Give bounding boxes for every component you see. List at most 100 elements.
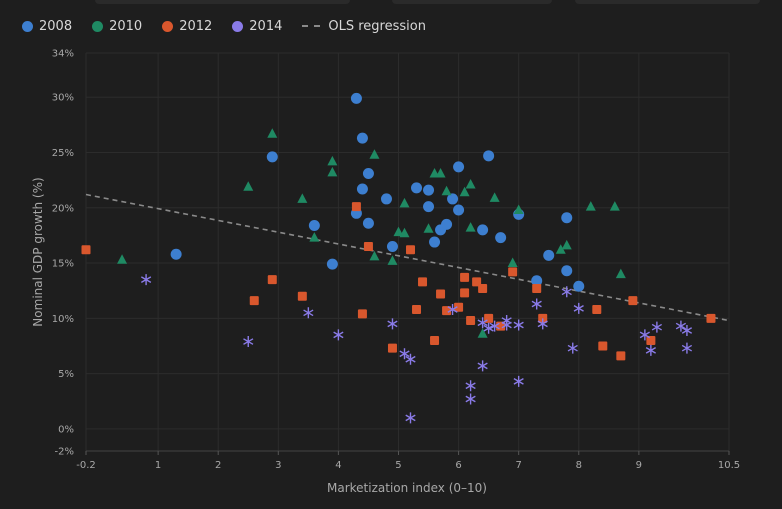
grid-lines bbox=[85, 52, 730, 452]
x-tick-label: 9 bbox=[636, 460, 642, 471]
point-2012 bbox=[406, 245, 416, 255]
point-2014 bbox=[447, 303, 458, 315]
regression-line bbox=[85, 193, 730, 322]
point-2010 bbox=[393, 226, 404, 237]
point-2012 bbox=[466, 316, 476, 326]
point-2008 bbox=[441, 218, 453, 230]
point-2012 bbox=[351, 202, 361, 212]
point-2008 bbox=[356, 183, 368, 195]
legend-swatch-2008 bbox=[22, 20, 33, 32]
point-2008 bbox=[308, 219, 320, 231]
point-2008 bbox=[453, 161, 465, 173]
series-2014 bbox=[140, 274, 693, 424]
y-tick-label: 30% bbox=[52, 93, 74, 104]
point-2010 bbox=[267, 128, 278, 138]
point-2012 bbox=[363, 241, 373, 251]
point-2010 bbox=[423, 223, 434, 233]
point-2014 bbox=[483, 322, 494, 334]
point-2014 bbox=[405, 412, 416, 424]
point-2014 bbox=[573, 302, 584, 314]
x-tick-label: 3 bbox=[275, 460, 281, 471]
point-2008 bbox=[386, 240, 398, 252]
point-2010 bbox=[243, 181, 254, 191]
point-2014 bbox=[645, 344, 656, 356]
point-2012 bbox=[598, 341, 608, 351]
y-tick-label: 34% bbox=[52, 49, 74, 60]
chart-legend: 2008 2010 2012 2014 OLS regression bbox=[22, 16, 446, 36]
point-2008 bbox=[483, 150, 495, 162]
point-2008 bbox=[543, 249, 555, 261]
point-2012 bbox=[592, 304, 602, 314]
point-2012 bbox=[387, 343, 397, 353]
point-2008 bbox=[561, 265, 573, 277]
x-tick-label: 8 bbox=[576, 460, 582, 471]
y-tick-label: 15% bbox=[52, 259, 74, 270]
point-2010 bbox=[435, 168, 446, 178]
y-tick-label: 10% bbox=[52, 314, 74, 325]
legend-item-2012[interactable]: 2012 bbox=[162, 19, 212, 34]
legend-item-2008[interactable]: 2008 bbox=[22, 19, 72, 34]
legend-swatch-2012 bbox=[162, 20, 174, 32]
point-2012 bbox=[646, 335, 656, 345]
point-2010 bbox=[585, 201, 596, 211]
legend-item-2010[interactable]: 2010 bbox=[92, 19, 142, 34]
point-2014 bbox=[531, 298, 542, 310]
point-2014 bbox=[405, 353, 416, 365]
point-2010 bbox=[399, 227, 410, 238]
point-2012 bbox=[436, 289, 446, 299]
point-2010 bbox=[615, 268, 626, 279]
point-2014 bbox=[513, 375, 524, 387]
point-2014 bbox=[489, 320, 500, 332]
x-tick-label: 2 bbox=[215, 460, 221, 471]
x-axis-ticks: -0.2 1 2 3 4 5 6 7 8 9 10.5 bbox=[76, 451, 740, 471]
point-2012 bbox=[297, 291, 307, 301]
point-2008 bbox=[326, 258, 338, 270]
x-tick-label: 4 bbox=[335, 460, 341, 471]
point-2010 bbox=[489, 192, 500, 202]
point-2014 bbox=[399, 348, 410, 360]
point-2014 bbox=[681, 324, 693, 336]
legend-label-regression: OLS regression bbox=[328, 18, 426, 34]
point-2008 bbox=[573, 280, 585, 292]
y-tick-label: -2% bbox=[55, 447, 74, 458]
point-2012 bbox=[81, 245, 91, 255]
point-2008 bbox=[447, 193, 459, 205]
legend-label-2010: 2010 bbox=[109, 18, 143, 34]
point-2008 bbox=[356, 132, 368, 144]
y-tick-label: 5% bbox=[58, 369, 74, 380]
point-2014 bbox=[333, 329, 344, 341]
point-2008 bbox=[453, 204, 465, 216]
point-2012 bbox=[616, 351, 626, 361]
point-2010 bbox=[309, 232, 320, 242]
point-2012 bbox=[412, 304, 422, 314]
regression-layer bbox=[85, 193, 730, 322]
top-bar bbox=[0, 0, 782, 6]
point-2010 bbox=[513, 204, 524, 214]
x-tick-label: 7 bbox=[515, 460, 521, 471]
y-axis-title: Nominal GDP growth (%) bbox=[31, 177, 45, 326]
point-2014 bbox=[567, 342, 578, 354]
point-2008 bbox=[362, 168, 374, 180]
point-2014 bbox=[465, 380, 476, 392]
legend-swatch-2010 bbox=[92, 20, 104, 32]
point-2014 bbox=[537, 318, 548, 330]
legend-item-2014[interactable]: 2014 bbox=[232, 19, 282, 34]
y-axis-ticks: -2% 0% 5% 10% 15% 20% 25% 30% 34% bbox=[52, 49, 74, 458]
point-2014 bbox=[681, 342, 693, 354]
x-axis-title: Marketization index (0–10) bbox=[327, 481, 487, 495]
point-2012 bbox=[508, 267, 518, 277]
legend-item-regression[interactable]: OLS regression bbox=[302, 19, 426, 34]
point-2014 bbox=[561, 286, 572, 298]
point-2010 bbox=[117, 254, 128, 264]
y-tick-label: 0% bbox=[58, 424, 74, 435]
point-2010 bbox=[609, 201, 620, 211]
point-2010 bbox=[459, 186, 470, 197]
point-2010 bbox=[561, 239, 572, 250]
series-2012 bbox=[81, 202, 716, 361]
point-2010 bbox=[369, 250, 380, 261]
point-2010 bbox=[477, 328, 488, 338]
series-2008 bbox=[170, 92, 585, 292]
legend-label-2012: 2012 bbox=[179, 18, 213, 34]
point-2012 bbox=[442, 306, 452, 316]
